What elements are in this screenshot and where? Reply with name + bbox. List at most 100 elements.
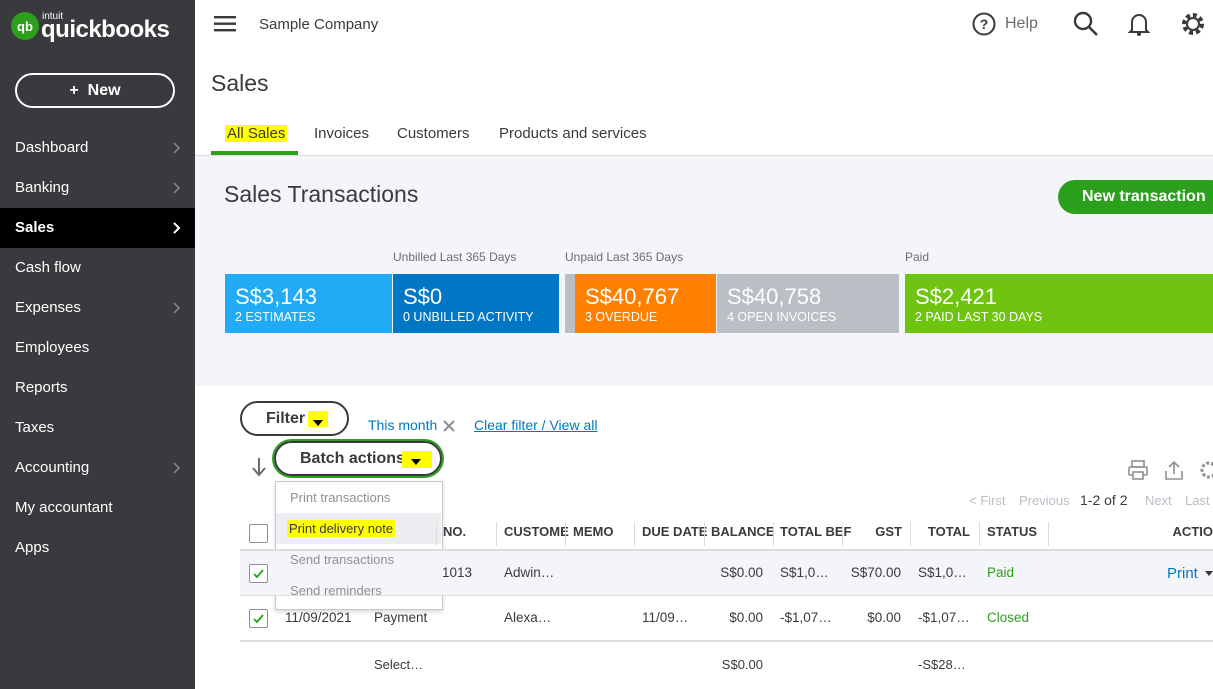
nav-item[interactable]: Expenses — [0, 288, 195, 328]
pagination-previous[interactable]: Previous — [1019, 493, 1070, 508]
footer-cell: -S$28… — [918, 657, 966, 672]
nav-item[interactable]: Reports — [0, 368, 195, 408]
action-link[interactable]: Print — [1167, 565, 1198, 582]
summary-tile[interactable]: S$2,421 2 PAID LAST 30 DAYS — [905, 274, 1213, 333]
batch-actions-button[interactable]: Batch actions — [274, 441, 442, 476]
column-header[interactable]: ACTIO — [1172, 524, 1213, 539]
summary-tile[interactable]: S$0 0 UNBILLED ACTIVITY — [393, 274, 559, 333]
pagination-last[interactable]: Last — [1185, 493, 1210, 508]
summary-title: Sales Transactions — [224, 181, 419, 207]
button-label: New transaction — [1082, 188, 1206, 205]
nav-label: Taxes — [15, 419, 55, 436]
tile-amount: S$40,758 — [727, 284, 822, 309]
column-header[interactable]: DUE DATE — [642, 524, 708, 539]
dropdown-arrow — [308, 411, 328, 427]
svg-text:?: ? — [980, 16, 989, 32]
summary-tile[interactable]: S$3,143 2 ESTIMATES — [225, 274, 392, 333]
menu-item[interactable]: Print delivery note — [276, 513, 441, 544]
column-header[interactable]: TOTAL BEF — [780, 524, 852, 539]
column-header[interactable]: GST — [875, 524, 902, 539]
nav-item[interactable]: My accountant — [0, 488, 195, 528]
export-icon[interactable] — [1163, 459, 1185, 481]
column-divider — [634, 522, 635, 546]
nav-item[interactable]: Sales — [0, 208, 195, 248]
footer-cell: Select… — [374, 657, 424, 672]
table-cell: S$0.00 — [720, 565, 763, 580]
table-cell: $0.00 — [867, 610, 901, 625]
clear-filter-link[interactable]: Clear filter / View all — [474, 417, 598, 433]
sort-icon[interactable] — [251, 456, 267, 478]
chip-remove-icon[interactable] — [442, 419, 456, 433]
menu-label: Print delivery note — [287, 520, 396, 537]
column-header[interactable]: TOTAL — [927, 524, 970, 539]
column-divider — [979, 522, 980, 546]
chevron-icon — [173, 182, 180, 194]
nav-item[interactable]: Cash flow — [0, 248, 195, 288]
nav-item[interactable]: Employees — [0, 328, 195, 368]
nav-label: Banking — [15, 179, 70, 196]
dropdown-arrow — [402, 451, 432, 468]
column-header[interactable]: NO. — [443, 524, 467, 539]
search-icon[interactable] — [1073, 11, 1099, 37]
chevron-icon — [173, 302, 180, 314]
nav-item[interactable]: Banking — [0, 168, 195, 208]
column-header[interactable]: CUSTOME — [504, 524, 569, 539]
new-button[interactable]: + New — [15, 73, 175, 108]
chevron-icon — [173, 142, 180, 154]
table-cell: S$1,0… — [780, 565, 829, 580]
summary-tile[interactable]: S$40,767 3 OVERDUE — [565, 274, 716, 333]
table-cell: 1013 — [442, 565, 473, 580]
menu-item[interactable]: Print transactions — [276, 482, 441, 513]
nav-label: Expenses — [15, 299, 81, 316]
tab-customers[interactable]: Customers — [397, 125, 470, 142]
nav-item[interactable]: Dashboard — [0, 128, 195, 168]
print-icon[interactable] — [1127, 459, 1149, 481]
tile-caption: 0 UNBILLED ACTIVITY — [403, 310, 534, 324]
batch-label: Batch actions — [300, 450, 405, 467]
row-checkbox[interactable] — [249, 609, 268, 628]
nav-label: My accountant — [15, 499, 113, 516]
table-cell: $0.00 — [729, 610, 763, 625]
column-header[interactable]: MEMO — [573, 524, 614, 539]
action-dropdown-icon[interactable] — [1204, 568, 1213, 578]
select-all-checkbox[interactable] — [249, 524, 268, 543]
nav-label: Sales — [15, 219, 55, 236]
nav-item[interactable]: Apps — [0, 528, 195, 568]
tile-caption: 3 OVERDUE — [585, 310, 658, 324]
company-name: Sample Company — [259, 16, 379, 33]
nav-label: Reports — [15, 379, 68, 396]
table-cell: -$1,07… — [780, 610, 832, 625]
summary-tile[interactable]: S$40,758 4 OPEN INVOICES — [717, 274, 899, 333]
nav-item[interactable]: Accounting — [0, 448, 195, 488]
help-icon[interactable]: ? — [972, 12, 996, 36]
settings-icon[interactable] — [1180, 11, 1206, 37]
help-link[interactable]: Help — [1005, 15, 1038, 32]
filter-chip[interactable]: This month — [368, 417, 438, 433]
table-cell: 11/09… — [642, 610, 689, 625]
nav-item[interactable]: Taxes — [0, 408, 195, 448]
pagination-next[interactable]: Next — [1145, 493, 1172, 508]
menu-item[interactable]: Send reminders — [276, 575, 441, 606]
tab-products[interactable]: Products and services — [499, 125, 647, 142]
tab-all-sales[interactable]: All Sales — [225, 125, 288, 142]
row-checkbox[interactable] — [249, 564, 268, 583]
table-cell: Payment — [374, 610, 428, 625]
pagination-first[interactable]: < First — [969, 493, 1006, 508]
notification-icon[interactable] — [1128, 11, 1150, 37]
table-cell: 11/09/2021 — [285, 610, 352, 625]
column-header[interactable]: STATUS — [987, 524, 1038, 539]
menu-item[interactable]: Send transactions — [276, 544, 441, 575]
tile-label: Paid — [905, 250, 930, 264]
menu-icon[interactable] — [214, 15, 236, 33]
tile-caption: 4 OPEN INVOICES — [727, 310, 837, 324]
tab-underline — [211, 151, 298, 155]
new-transaction-button[interactable]: New transaction — [1058, 180, 1213, 214]
filter-button[interactable]: Filter — [240, 401, 349, 436]
svg-text:qb: qb — [17, 19, 33, 34]
tab-invoices[interactable]: Invoices — [314, 125, 370, 142]
column-header[interactable]: BALANCE — [711, 524, 775, 539]
column-divider — [842, 522, 843, 546]
table-settings-icon[interactable] — [1198, 459, 1213, 481]
menu-label: Send transactions — [290, 552, 395, 567]
logo-text: quickbooks — [41, 16, 170, 43]
